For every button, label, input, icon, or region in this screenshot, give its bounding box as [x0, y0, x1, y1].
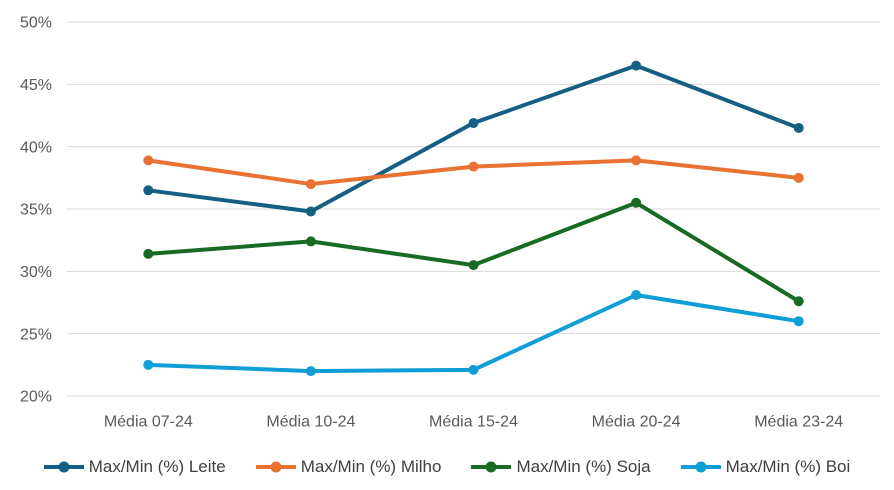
series-leite: [143, 60, 804, 217]
y-tick-label: 50%: [20, 15, 52, 32]
plot-area: 20% 25% 30% 35% 40% 45% 50% Média 07-24 Média 10…: [20, 15, 880, 431]
series-line-soja: [146, 200, 801, 304]
legend-label-leite: Max/Min (%) Leite: [88, 457, 226, 476]
legend-marker-dot-soja: [485, 461, 497, 473]
marker-leite: [631, 60, 642, 71]
y-tick-label: 45%: [20, 77, 52, 94]
marker-boi: [631, 290, 642, 301]
y-tick-label: 20%: [20, 389, 52, 406]
x-category-label: Média 20-24: [592, 414, 681, 431]
series-boi: [143, 290, 804, 377]
legend-item-boi: Max/Min (%) Boi: [680, 457, 851, 477]
series-milho: [143, 155, 804, 190]
legend-label-milho: Max/Min (%) Milho: [300, 457, 442, 476]
marker-soja: [793, 296, 804, 307]
legend-label-soja: Max/Min (%) Soja: [516, 457, 651, 476]
marker-boi: [468, 364, 479, 375]
legend-marker-dot-milho: [270, 461, 282, 473]
marker-soja: [305, 236, 316, 247]
legend-item-leite: Max/Min (%) Leite: [43, 457, 226, 477]
series-soja: [143, 197, 804, 307]
marker-soja: [468, 260, 479, 271]
marker-soja: [143, 248, 154, 259]
y-tick-label: 40%: [20, 139, 52, 156]
legend-marker-dot-leite: [58, 461, 70, 473]
legend-marker-dot-boi: [695, 461, 707, 473]
legend-marker-boi: [680, 461, 721, 473]
legend-label-boi: Max/Min (%) Boi: [725, 457, 851, 476]
marker-leite: [305, 206, 316, 217]
x-category-label: Média 23-24: [754, 414, 843, 431]
marker-leite: [468, 117, 479, 128]
marker-milho: [793, 172, 804, 183]
x-category-label: Média 15-24: [429, 414, 518, 431]
legend-marker-milho: [255, 461, 296, 473]
legend-marker-leite: [43, 461, 84, 473]
y-tick-label: 30%: [20, 264, 52, 281]
legend-marker-soja: [471, 461, 512, 473]
y-tick-label: 25%: [20, 326, 52, 343]
marker-leite: [143, 185, 154, 196]
marker-boi: [305, 366, 316, 377]
chart-legend: Max/Min (%) Leite Max/Min (%) Milho Max/Mi…: [0, 452, 894, 482]
marker-milho: [631, 155, 642, 166]
series-line-boi: [146, 293, 801, 374]
marker-soja: [631, 197, 642, 208]
x-category-label: Média 07-24: [104, 414, 193, 431]
marker-milho: [143, 155, 154, 166]
x-category-label: Média 10-24: [266, 414, 355, 431]
y-tick-label: 35%: [20, 202, 52, 219]
marker-boi: [793, 316, 804, 327]
marker-boi: [143, 359, 154, 370]
marker-milho: [468, 161, 479, 172]
series-line-leite: [146, 63, 801, 214]
legend-item-milho: Max/Min (%) Milho: [255, 457, 442, 477]
legend-item-soja: Max/Min (%) Soja: [471, 457, 651, 477]
marker-leite: [793, 122, 804, 133]
marker-milho: [305, 179, 316, 190]
